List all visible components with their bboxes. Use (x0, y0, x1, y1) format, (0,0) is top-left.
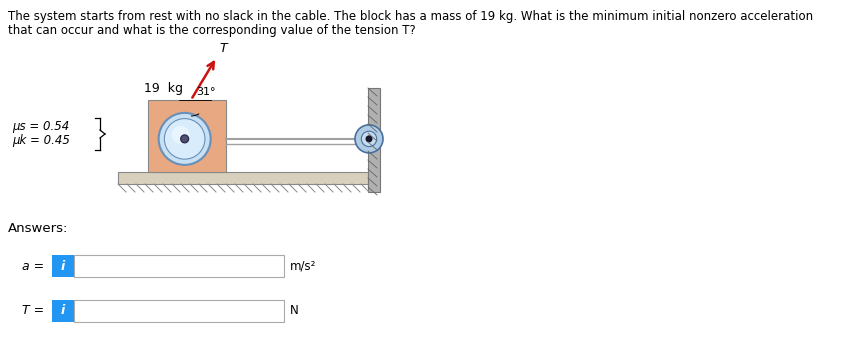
Text: T: T (220, 42, 228, 55)
Bar (148, 100, 226, 172)
Bar (74, 300, 284, 322)
Text: Answers:: Answers: (8, 222, 69, 235)
Circle shape (355, 125, 383, 153)
Text: a =: a = (22, 260, 44, 273)
Circle shape (181, 135, 188, 143)
Circle shape (366, 136, 372, 142)
Bar (368, 88, 380, 192)
Text: i: i (61, 305, 65, 318)
Circle shape (362, 131, 377, 147)
Text: μs = 0.54: μs = 0.54 (12, 120, 70, 133)
Circle shape (159, 113, 211, 165)
Text: m/s²: m/s² (290, 260, 317, 273)
Bar (52, 300, 74, 322)
Bar (118, 172, 368, 184)
Text: The system starts from rest with no slack in the cable. The block has a mass of : The system starts from rest with no slac… (8, 10, 813, 23)
Text: T =: T = (22, 305, 44, 318)
Circle shape (165, 119, 205, 159)
Bar (74, 255, 284, 277)
Text: N: N (290, 305, 299, 318)
Text: that can occur and what is the corresponding value of the tension T?: that can occur and what is the correspon… (8, 24, 416, 37)
Bar (52, 255, 74, 277)
Text: 31°: 31° (196, 87, 216, 97)
Circle shape (171, 126, 190, 144)
Text: 19  kg: 19 kg (144, 82, 183, 95)
Text: i: i (61, 260, 65, 273)
Text: μk = 0.45: μk = 0.45 (12, 134, 70, 147)
